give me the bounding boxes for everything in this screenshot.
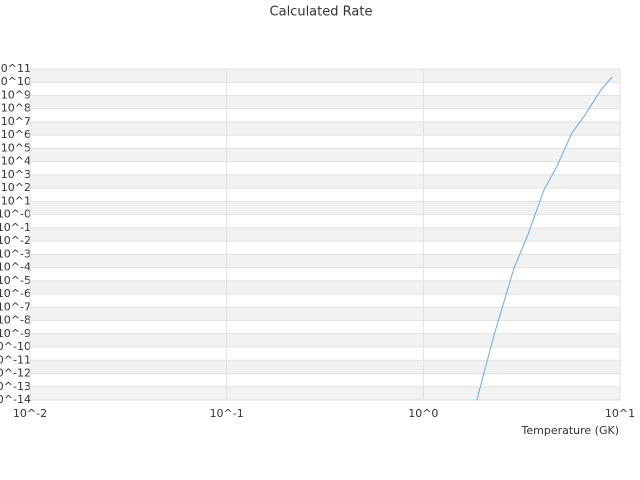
x-tick-label: 10^0 [408, 407, 438, 420]
y-tick-label: 10^7 [1, 115, 31, 128]
x-tick-label: 10^-1 [210, 407, 244, 420]
y-tick-label: 10^6 [1, 128, 31, 141]
chart-title: Calculated Rate [270, 5, 373, 20]
y-tick-label: 10^-13 [0, 380, 31, 393]
y-tick-label: 10^5 [1, 141, 31, 154]
grid-band [30, 386, 620, 400]
y-tick-label: 10^1 [1, 194, 31, 207]
grid-band [30, 280, 620, 295]
y-tick-label: 10^-8 [0, 314, 31, 327]
y-tick-label: 10^-9 [0, 327, 31, 340]
y-tick-label: 10^2 [1, 181, 31, 194]
y-tick-label: 10^-11 [0, 353, 31, 366]
grid-band [30, 307, 620, 321]
grid-band [30, 174, 620, 189]
grid-band [30, 69, 620, 83]
y-tick-label: 10^-7 [0, 300, 31, 313]
y-tick-label: 10^-3 [0, 247, 31, 260]
y-tick-label: 10^-0 [0, 208, 31, 221]
grid-band [30, 121, 620, 136]
grid-band [30, 254, 620, 268]
grid-band [30, 227, 620, 242]
y-tick-label: 10^9 [1, 88, 31, 101]
y-tick-label: 10^-2 [0, 234, 31, 247]
x-axis-label: Temperature (GK) [521, 424, 620, 437]
y-tick-label: 10^-6 [0, 287, 31, 300]
y-tick-label: 10^-5 [0, 274, 31, 287]
grid-band [30, 360, 620, 374]
y-tick-label: 10^3 [1, 168, 31, 181]
y-tick-label: 10^-1 [0, 221, 31, 234]
grid-band [30, 148, 620, 162]
y-tick-label: 10^-4 [0, 261, 31, 274]
data-line [476, 76, 613, 401]
y-tick-label: 10^4 [1, 155, 31, 168]
y-tick-label: 10^8 [1, 102, 31, 115]
grid-band [30, 201, 620, 215]
x-tick-label: 10^1 [605, 407, 635, 420]
grid-band [30, 333, 620, 348]
y-tick-label: 10^10 [0, 75, 31, 88]
x-tick-label: 10^-2 [13, 407, 47, 420]
y-tick-label: 10^-12 [0, 367, 31, 380]
y-tick-label: 10^-14 [0, 393, 31, 406]
y-tick-label: 10^11 [0, 62, 31, 75]
grid-band [30, 95, 620, 109]
y-tick-label: 10^-10 [0, 340, 31, 353]
